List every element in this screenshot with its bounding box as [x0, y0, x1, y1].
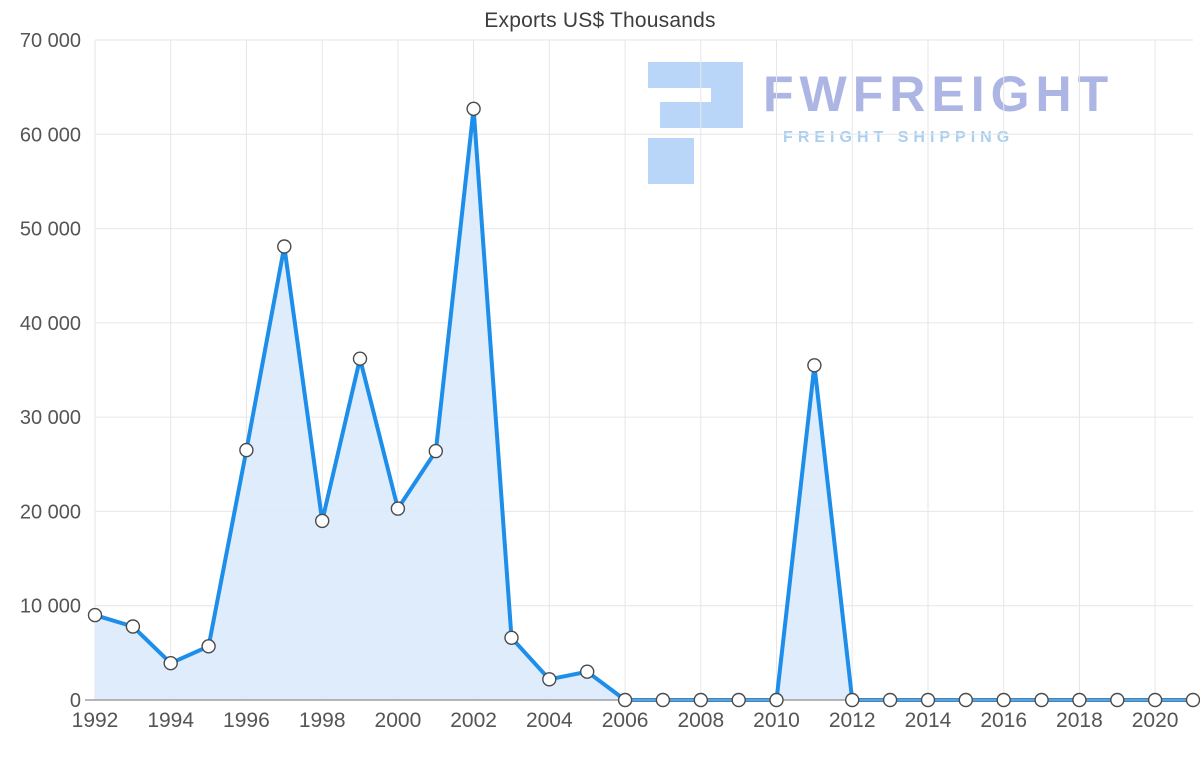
- data-point-marker[interactable]: [504, 630, 519, 645]
- data-point-marker[interactable]: [125, 619, 141, 634]
- data-point-marker[interactable]: [769, 692, 784, 708]
- data-point-marker[interactable]: [731, 692, 746, 708]
- y-axis-label: 10 000: [20, 596, 81, 618]
- data-point-marker[interactable]: [1185, 692, 1200, 708]
- x-axis-label: 2008: [677, 709, 724, 732]
- y-axis-label: 0: [70, 690, 81, 712]
- data-point-marker[interactable]: [163, 656, 178, 671]
- data-point-marker[interactable]: [201, 639, 216, 654]
- x-axis-label: 2014: [905, 709, 952, 732]
- data-point-marker[interactable]: [580, 664, 595, 679]
- data-point-marker[interactable]: [882, 692, 898, 708]
- data-point-marker[interactable]: [277, 239, 292, 254]
- x-axis-label: 2000: [375, 709, 422, 732]
- data-point-marker[interactable]: [1034, 692, 1049, 708]
- data-point-marker[interactable]: [1072, 692, 1087, 708]
- x-axis-label: 2012: [829, 709, 876, 732]
- data-point-marker[interactable]: [655, 692, 671, 708]
- y-axis-label: 50 000: [20, 219, 81, 241]
- data-point-marker[interactable]: [428, 443, 443, 459]
- x-axis-label: 2010: [753, 709, 800, 732]
- y-axis-label: 70 000: [20, 30, 81, 52]
- brand-tagline: FREIGHT SHIPPING: [783, 129, 1015, 146]
- data-point-marker[interactable]: [920, 692, 936, 708]
- x-axis-label: 2020: [1132, 709, 1179, 732]
- data-point-marker[interactable]: [542, 672, 557, 687]
- data-point-marker[interactable]: [1110, 692, 1125, 708]
- x-axis-label: 2016: [980, 709, 1027, 732]
- y-axis-label: 60 000: [20, 124, 81, 146]
- series-area: [95, 108, 1193, 701]
- y-axis-label: 20 000: [20, 501, 81, 523]
- data-point-marker[interactable]: [466, 101, 481, 117]
- data-point-marker[interactable]: [807, 358, 822, 373]
- brand-name: FWFREIGHT: [763, 66, 1115, 122]
- x-axis-label: 1998: [299, 709, 346, 732]
- data-point-marker[interactable]: [617, 692, 633, 708]
- x-axis-label: 1994: [147, 709, 194, 732]
- y-axis-label: 30 000: [20, 407, 81, 429]
- data-point-marker[interactable]: [958, 692, 973, 708]
- brand-logo-icon: [648, 62, 743, 184]
- x-axis-label: 2002: [450, 709, 497, 732]
- data-point-marker[interactable]: [315, 513, 330, 529]
- chart-title: Exports US$ Thousands: [484, 9, 716, 32]
- y-axis-label: 40 000: [20, 313, 81, 335]
- x-axis-label: 2004: [526, 709, 573, 732]
- data-point-marker[interactable]: [352, 351, 368, 366]
- x-axis-label: 2018: [1056, 709, 1103, 732]
- data-point-marker[interactable]: [693, 692, 708, 708]
- data-point-marker[interactable]: [996, 692, 1011, 708]
- x-axis-label: 1992: [72, 709, 119, 732]
- x-axis-label: 1996: [223, 709, 270, 732]
- data-point-marker[interactable]: [239, 442, 254, 458]
- watermark: FWFREIGHT FREIGHT SHIPPING: [648, 62, 1114, 184]
- x-axis-label: 2006: [602, 709, 649, 732]
- data-point-marker[interactable]: [845, 692, 860, 708]
- data-point-marker[interactable]: [390, 501, 406, 516]
- data-point-marker[interactable]: [87, 607, 103, 623]
- data-point-marker[interactable]: [1147, 692, 1163, 708]
- brand-text: FWFREIGHT FREIGHT SHIPPING: [763, 62, 1114, 147]
